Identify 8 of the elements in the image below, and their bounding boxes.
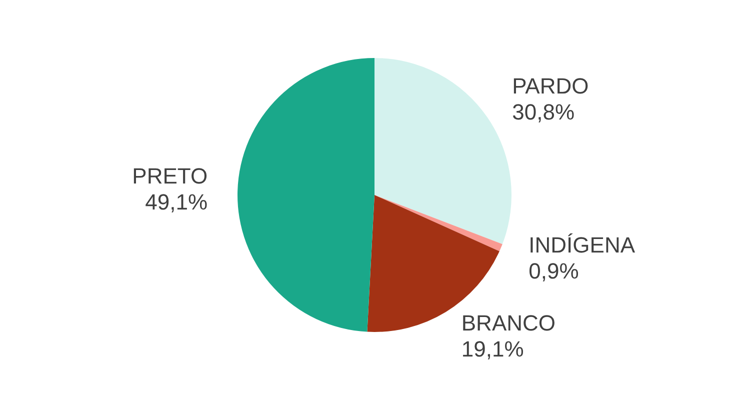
slice-label: PRETO [132, 164, 208, 189]
slice-label: BRANCO [461, 310, 556, 336]
slice-label: INDÍGENA [528, 232, 636, 258]
data-label: 19,1% [461, 336, 524, 362]
data-label: 0,9% [528, 258, 579, 284]
data-label: 30,8% [512, 99, 575, 124]
slice-label: PARDO [512, 73, 589, 98]
data-label: 49,1% [145, 190, 208, 215]
